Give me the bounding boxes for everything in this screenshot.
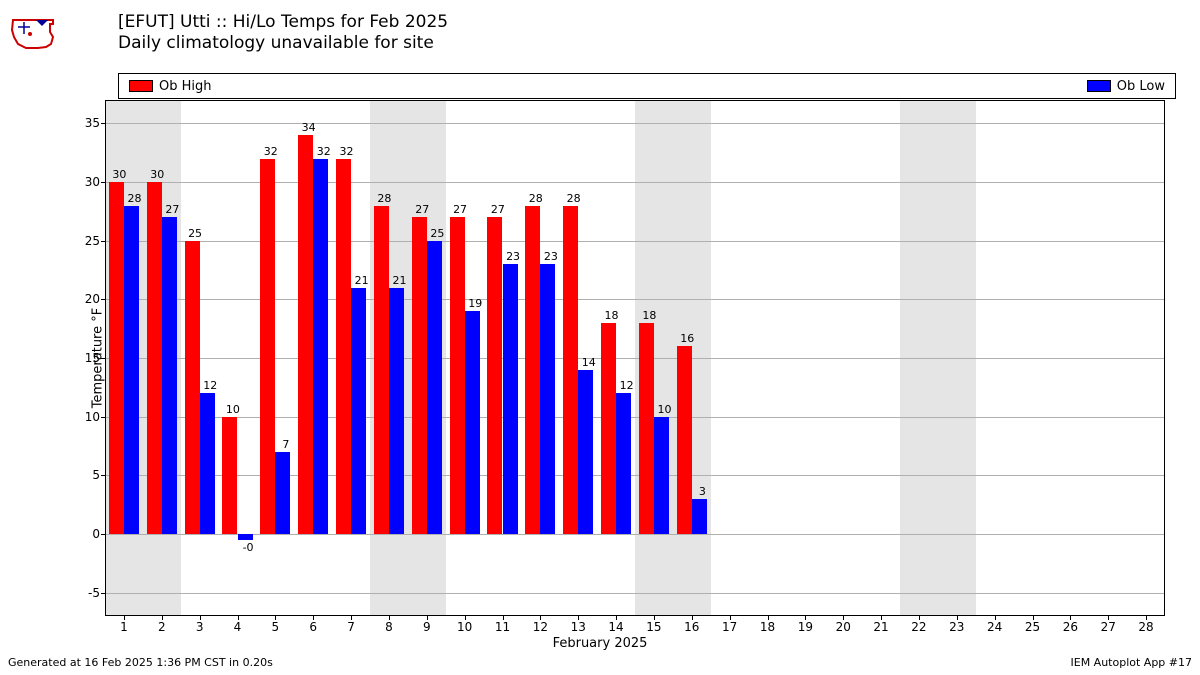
title-line-2: Daily climatology unavailable for site [118,33,448,54]
x-tick-label: 18 [760,620,775,634]
y-tick-label: 10 [70,410,100,424]
x-axis-label: February 2025 [553,636,648,651]
footer-app: IEM Autoplot App #17 [1071,656,1193,669]
footer-generated: Generated at 16 Feb 2025 1:36 PM CST in … [8,656,273,669]
y-tick-label: -5 [70,586,100,600]
x-tick-label: 12 [533,620,548,634]
y-tick-label: 25 [70,234,100,248]
x-tick-label: 19 [798,620,813,634]
x-tick-label: 15 [646,620,661,634]
x-tick-label: 4 [234,620,242,634]
x-tick-label: 14 [608,620,623,634]
y-tick-label: 35 [70,116,100,130]
legend: Ob High Ob Low [118,73,1176,99]
y-tick-label: 15 [70,351,100,365]
title-line-1: [EFUT] Utti :: Hi/Lo Temps for Feb 2025 [118,12,448,33]
y-tick-label: 5 [70,468,100,482]
x-tick-label: 16 [684,620,699,634]
x-tick-label: 13 [571,620,586,634]
legend-item-high: Ob High [129,79,212,94]
legend-item-low: Ob Low [1087,79,1165,94]
y-tick-label: 30 [70,175,100,189]
x-tick-label: 23 [949,620,964,634]
x-tick-label: 2 [158,620,166,634]
x-tick-label: 22 [911,620,926,634]
chart-plot-area [105,100,1165,616]
legend-swatch-low [1087,80,1111,92]
x-tick-label: 7 [347,620,355,634]
x-tick-label: 9 [423,620,431,634]
x-tick-label: 21 [873,620,888,634]
iem-logo [8,12,58,52]
chart-title: [EFUT] Utti :: Hi/Lo Temps for Feb 2025 … [118,12,448,55]
x-tick-label: 1 [120,620,128,634]
x-tick-label: 6 [309,620,317,634]
x-tick-label: 27 [1101,620,1116,634]
x-tick-label: 8 [385,620,393,634]
x-tick-label: 3 [196,620,204,634]
legend-label-low: Ob Low [1117,79,1165,94]
x-tick-label: 17 [722,620,737,634]
legend-swatch-high [129,80,153,92]
x-tick-label: 28 [1138,620,1153,634]
x-tick-label: 26 [1063,620,1078,634]
x-tick-label: 5 [272,620,280,634]
x-tick-label: 11 [495,620,510,634]
y-tick-label: 20 [70,292,100,306]
x-tick-label: 10 [457,620,472,634]
x-tick-label: 20 [836,620,851,634]
legend-label-high: Ob High [159,79,212,94]
x-tick-label: 25 [1025,620,1040,634]
x-tick-label: 24 [987,620,1002,634]
y-tick-label: 0 [70,527,100,541]
